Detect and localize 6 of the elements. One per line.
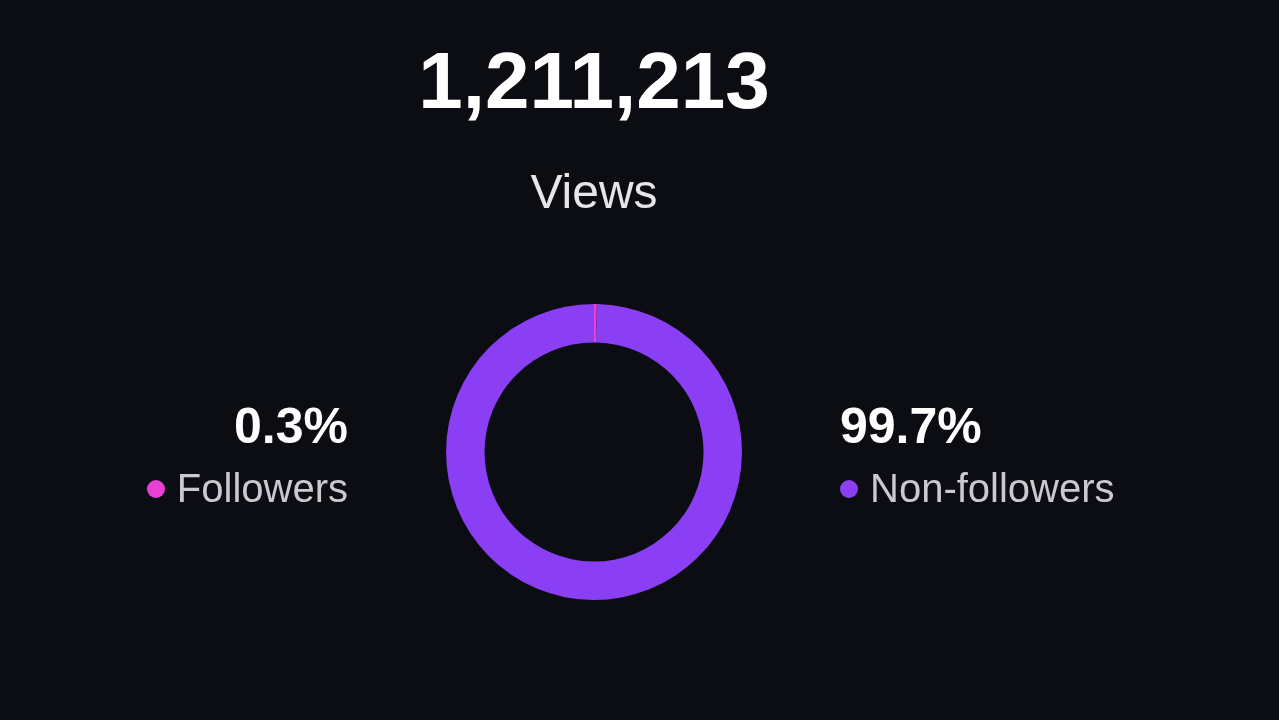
data-label: 0.3%	[234, 398, 348, 454]
chart-subtitle: Views	[530, 165, 658, 218]
legend-label: Non-followers	[870, 466, 1115, 511]
chart-title: 1,211,213	[418, 36, 770, 125]
legend-label: Followers	[176, 466, 348, 511]
data-label: 99.7%	[840, 398, 982, 454]
